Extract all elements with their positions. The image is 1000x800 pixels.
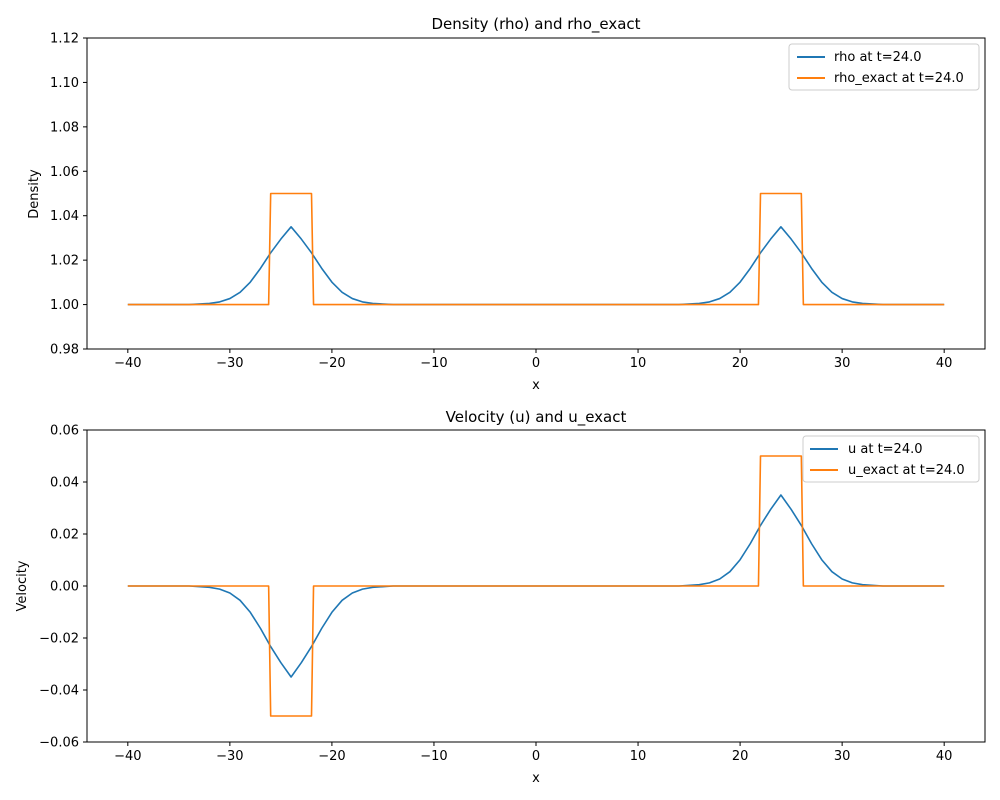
legend-frame bbox=[802, 435, 980, 483]
density-subplot: Density (rho) and rho_exact −40 −30 −20 −10… bbox=[27, 15, 986, 393]
series-line-numeric bbox=[127, 226, 945, 306]
chart-title: Density (rho) and rho_exact bbox=[431, 15, 640, 34]
legend-label-rho-exact: rho_exact at t=24.0 bbox=[834, 71, 964, 86]
y-tick-label: 1.12 bbox=[50, 32, 79, 47]
legend-label-u-exact: u_exact at t=24.0 bbox=[848, 463, 965, 478]
series-line-exact bbox=[127, 455, 945, 717]
y-tick-label: 0.02 bbox=[50, 528, 79, 543]
y-axis-label: Velocity bbox=[15, 560, 30, 611]
x-axis-ticks: −40 −30 −20 −10 0 10 20 30 40 bbox=[114, 742, 952, 764]
y-tick-label: 1.00 bbox=[50, 298, 79, 313]
x-tick-label: 10 bbox=[630, 749, 647, 764]
plot-area bbox=[127, 192, 945, 306]
x-tick-label: 10 bbox=[630, 356, 647, 371]
x-tick-label: 40 bbox=[936, 749, 953, 764]
x-tick-label: 0 bbox=[532, 749, 540, 764]
x-tick-label: 30 bbox=[834, 749, 851, 764]
y-tick-label: 0.06 bbox=[50, 424, 79, 439]
x-tick-label: 20 bbox=[732, 356, 749, 371]
y-tick-label: 0.00 bbox=[50, 580, 79, 595]
x-tick-label: −10 bbox=[420, 749, 447, 764]
x-tick-label: 20 bbox=[732, 749, 749, 764]
y-axis-ticks: 0.98 1.00 1.02 1.04 1.06 1.08 1.10 1.12 bbox=[50, 32, 87, 358]
y-tick-label: 1.06 bbox=[50, 165, 79, 180]
y-tick-label: 1.02 bbox=[50, 254, 79, 269]
y-tick-label: −0.02 bbox=[39, 632, 79, 647]
y-tick-label: −0.04 bbox=[39, 684, 79, 699]
y-tick-label: 1.08 bbox=[50, 120, 79, 135]
y-tick-label: −0.06 bbox=[39, 736, 79, 751]
series-line-exact bbox=[127, 192, 945, 306]
legend: u at t=24.0 u_exact at t=24.0 bbox=[802, 435, 980, 483]
x-axis-label: x bbox=[532, 378, 540, 393]
x-tick-label: −40 bbox=[114, 356, 141, 371]
chart-title: Velocity (u) and u_exact bbox=[446, 408, 627, 427]
x-tick-label: 0 bbox=[532, 356, 540, 371]
x-tick-label: 40 bbox=[936, 356, 953, 371]
legend-frame bbox=[788, 43, 980, 91]
x-tick-label: −30 bbox=[216, 749, 243, 764]
x-tick-label: −40 bbox=[114, 749, 141, 764]
legend-label-u: u at t=24.0 bbox=[848, 442, 923, 457]
y-tick-label: 0.04 bbox=[50, 476, 79, 491]
x-tick-label: 30 bbox=[834, 356, 851, 371]
x-tick-label: −20 bbox=[318, 356, 345, 371]
y-axis-label: Density bbox=[27, 169, 42, 219]
x-tick-label: −30 bbox=[216, 356, 243, 371]
y-tick-label: 1.10 bbox=[50, 76, 79, 91]
y-tick-label: 1.04 bbox=[50, 209, 79, 224]
x-axis-label: x bbox=[532, 771, 540, 786]
y-tick-label: 0.98 bbox=[50, 343, 79, 358]
y-axis-ticks: −0.06 −0.04 −0.02 0.00 0.02 0.04 0.06 bbox=[39, 424, 87, 751]
x-tick-label: −10 bbox=[420, 356, 447, 371]
velocity-subplot: Velocity (u) and u_exact −40 −30 −20 −10 0 10… bbox=[15, 408, 986, 786]
legend: rho at t=24.0 rho_exact at t=24.0 bbox=[788, 43, 980, 91]
x-axis-ticks: −40 −30 −20 −10 0 10 20 30 40 bbox=[114, 349, 952, 371]
legend-label-rho: rho at t=24.0 bbox=[834, 50, 922, 65]
plot-area bbox=[127, 455, 945, 717]
x-tick-label: −20 bbox=[318, 749, 345, 764]
